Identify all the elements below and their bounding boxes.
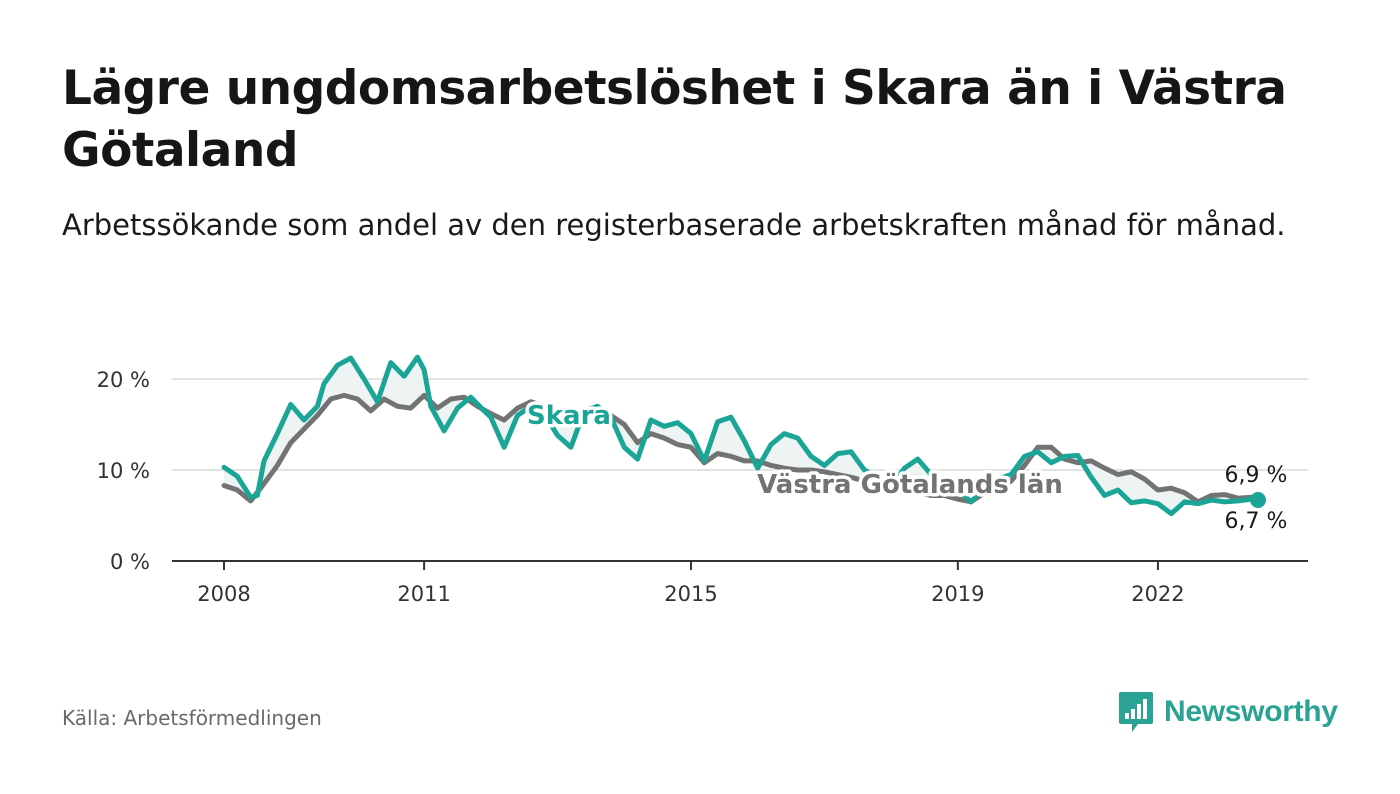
- series-label-vastra-gotaland: Västra Götalands län: [757, 470, 1063, 500]
- end-label-skara: 6,7 %: [1225, 509, 1288, 534]
- series-lines: [221, 354, 1266, 517]
- series-line-vastra-gotaland: [221, 392, 1261, 505]
- chart-subtitle: Arbetssökande som andel av den registerb…: [62, 208, 1286, 242]
- brand-name: Newsworthy: [1164, 695, 1338, 728]
- series-line-skara: [221, 354, 1261, 517]
- newsworthy-logo-icon: [1119, 692, 1153, 732]
- source-note: Källa: Arbetsförmedlingen: [62, 706, 322, 730]
- end-marker-skara: [1250, 492, 1266, 509]
- y-tick-label: 10 %: [97, 459, 150, 483]
- x-tick-label: 2008: [197, 582, 250, 606]
- brand-logo: Newsworthy: [1118, 690, 1338, 734]
- series-label-vastra-gotaland-halo: Västra Götalands län: [757, 470, 1063, 500]
- x-tick-label: 2022: [1131, 582, 1184, 606]
- series-label-skara: Skara: [527, 401, 611, 431]
- x-tick-label: 2015: [664, 582, 717, 606]
- y-tick-label: 0 %: [110, 550, 150, 574]
- chart-title: Lägre ungdomsarbetslöshet i Skara än i V…: [62, 61, 1287, 178]
- x-tick-label: 2019: [931, 582, 984, 606]
- series-label-skara-halo: Skara: [527, 401, 611, 431]
- axes: 0 % 10 % 20 % 2008 2011 2015 2019 2022: [97, 368, 1308, 606]
- x-tick-label: 2011: [397, 582, 450, 606]
- end-label-vastra-gotaland: 6,9 %: [1225, 463, 1288, 488]
- y-tick-label: 20 %: [97, 368, 150, 392]
